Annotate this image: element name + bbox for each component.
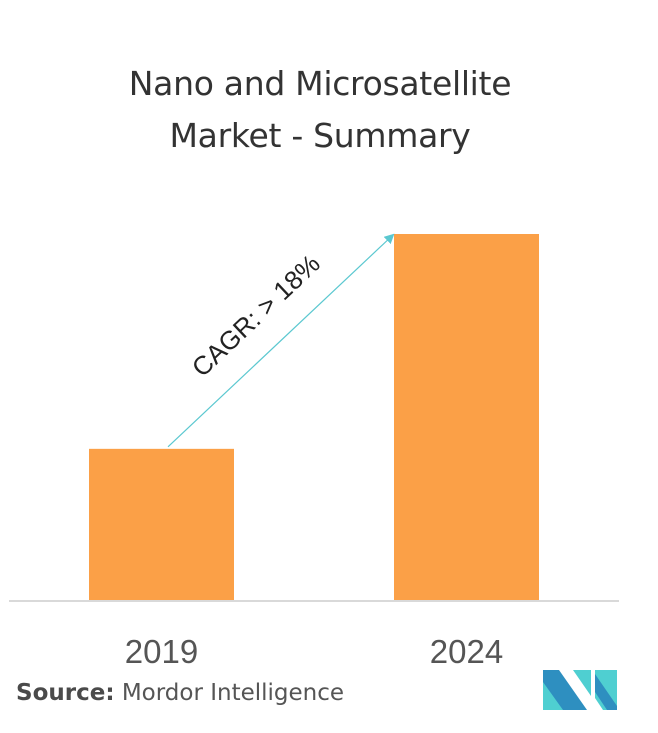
source-credit: Source: Mordor Intelligence [16,680,344,706]
cagr-annotation: CAGR: > 18% [186,248,326,382]
title-line-2: Market - Summary [169,116,471,155]
x-tick-label-2019: 2019 [125,633,198,670]
source-label: Source: [16,680,115,706]
x-tick-label-2024: 2024 [430,633,503,670]
bar-2019 [89,448,234,600]
bar-2024 [394,234,539,600]
mordor-intelligence-logo-icon [543,670,617,710]
x-tick-labels: 2019 2024 [125,633,503,670]
source-name: Mordor Intelligence [121,680,345,706]
title-line-1: Nano and Microsatellite [128,64,512,103]
cagr-arrow [167,233,395,448]
chart-title: Nano and Microsatellite Market - Summary [0,58,640,162]
bars-group [89,234,539,600]
